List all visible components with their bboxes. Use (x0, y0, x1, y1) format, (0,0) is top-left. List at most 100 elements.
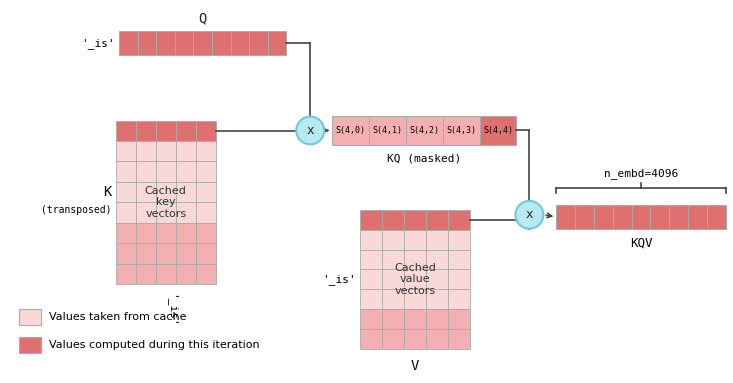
Bar (19, 337, 41, 353)
Bar (156, 243, 176, 264)
Text: '_is': '_is' (166, 294, 176, 328)
Bar (479, 116, 517, 145)
Bar (426, 269, 448, 289)
Bar (448, 269, 470, 289)
Bar (426, 250, 448, 269)
Bar (136, 243, 156, 264)
Bar (360, 329, 382, 349)
Bar (136, 182, 156, 203)
Bar (632, 205, 650, 229)
Bar (176, 203, 196, 223)
Bar (448, 210, 470, 230)
Bar (268, 31, 287, 55)
Text: K: K (103, 185, 112, 200)
Bar (404, 230, 426, 250)
Bar (196, 121, 216, 141)
Text: Cached
value
vectors: Cached value vectors (394, 263, 435, 296)
Text: n_embd=4096: n_embd=4096 (604, 168, 678, 179)
Text: (transposed): (transposed) (42, 205, 112, 215)
Bar (136, 162, 156, 182)
Bar (448, 230, 470, 250)
Bar (156, 162, 176, 182)
Bar (404, 269, 426, 289)
Bar (176, 264, 196, 284)
Bar (176, 182, 196, 203)
Bar (426, 210, 448, 230)
Bar (156, 264, 176, 284)
Bar (156, 223, 176, 243)
Text: '_is': '_is' (81, 38, 115, 49)
Bar (156, 121, 176, 141)
Bar (176, 141, 196, 162)
Text: V: V (410, 359, 419, 373)
Bar (116, 264, 136, 284)
Bar (156, 31, 174, 55)
Bar (360, 289, 382, 309)
Bar (448, 309, 470, 329)
Bar (116, 203, 136, 223)
Bar (707, 205, 726, 229)
Bar (196, 243, 216, 264)
Bar (360, 269, 382, 289)
Bar (176, 121, 196, 141)
Bar (382, 309, 404, 329)
Bar (116, 182, 136, 203)
Bar (138, 31, 156, 55)
Circle shape (296, 116, 324, 144)
Bar (426, 289, 448, 309)
Bar (406, 116, 443, 145)
Bar (196, 182, 216, 203)
Bar (174, 31, 194, 55)
Bar (212, 31, 230, 55)
Bar (196, 141, 216, 162)
Bar (230, 31, 249, 55)
Bar (404, 309, 426, 329)
Bar (116, 223, 136, 243)
Bar (448, 289, 470, 309)
Bar (382, 250, 404, 269)
Text: KQV: KQV (630, 237, 652, 250)
Bar (443, 116, 479, 145)
Bar (360, 210, 382, 230)
Bar (156, 203, 176, 223)
Bar (196, 203, 216, 223)
Bar (194, 31, 212, 55)
Bar (136, 141, 156, 162)
Bar (176, 223, 196, 243)
Bar (556, 205, 575, 229)
Bar (613, 205, 632, 229)
Bar (382, 269, 404, 289)
Text: KQ (masked): KQ (masked) (387, 153, 461, 163)
Bar (404, 210, 426, 230)
Bar (176, 162, 196, 182)
Bar (136, 121, 156, 141)
Text: Values taken from cache: Values taken from cache (49, 312, 187, 322)
Bar (688, 205, 707, 229)
Bar (650, 205, 669, 229)
Bar (426, 230, 448, 250)
Bar (360, 230, 382, 250)
Bar (404, 289, 426, 309)
Bar (426, 329, 448, 349)
Bar (382, 289, 404, 309)
Bar (176, 243, 196, 264)
Text: Q: Q (199, 11, 207, 25)
Bar (382, 230, 404, 250)
Text: Cached
key
vectors: Cached key vectors (145, 186, 187, 219)
Bar (382, 210, 404, 230)
Bar (404, 250, 426, 269)
Bar (19, 309, 41, 325)
Bar (360, 250, 382, 269)
Bar (119, 31, 138, 55)
Bar (369, 116, 406, 145)
Bar (448, 329, 470, 349)
Circle shape (515, 201, 543, 229)
Bar (196, 264, 216, 284)
Bar (116, 121, 136, 141)
Bar (669, 205, 688, 229)
Bar (136, 223, 156, 243)
Bar (116, 243, 136, 264)
Bar (426, 309, 448, 329)
Bar (382, 329, 404, 349)
Text: Values computed during this iteration: Values computed during this iteration (49, 340, 259, 350)
